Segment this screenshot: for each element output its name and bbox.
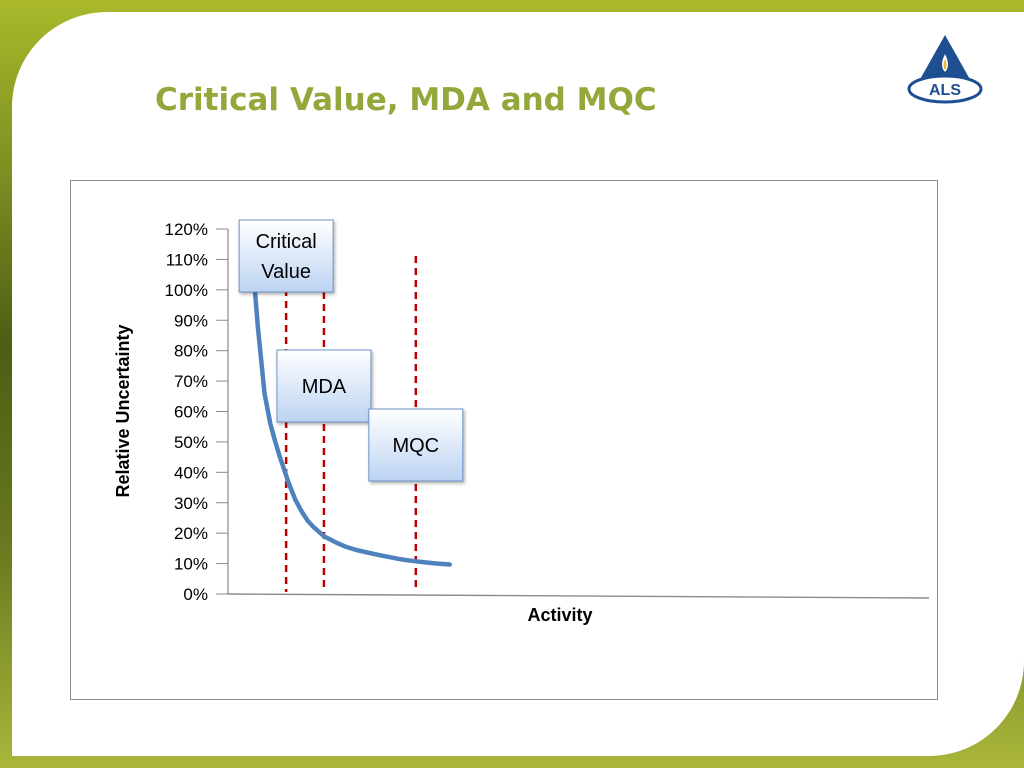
marker-label: MDA [302,376,347,398]
svg-text:ALS: ALS [929,82,961,99]
y-tick-label: 10% [174,555,208,574]
uncertainty-chart: Relative Uncertainty Activity 0% 10% 20% 30… [113,219,930,625]
y-tick-label: 50% [174,433,208,452]
marker-label: Value [261,261,311,283]
x-axis-line [227,593,930,599]
als-logo-icon: ALS [907,35,983,104]
y-tick-label: 30% [174,494,208,513]
marker-label: MQC [392,435,439,457]
marker-label: Critical [256,231,317,253]
y-tick-label: 70% [174,372,208,391]
y-tick-label: 20% [174,524,208,543]
marker-box-mqc: MQC [368,408,464,482]
marker-box-mda: MDA [276,349,372,423]
chart-frame: Relative Uncertainty Activity 0% 10% 20% 30… [70,180,938,700]
y-tick-label: 60% [174,403,208,422]
slide-title: Critical Value, MDA and MQC [155,82,657,118]
y-tick-label: 40% [174,463,208,482]
y-tick-label: 120% [165,220,208,239]
marker-box-critical-value: Critical Value [238,219,334,293]
y-tick-label: 110% [166,250,208,269]
y-axis-label: Relative Uncertainty [113,324,133,497]
y-tick-label: 80% [174,342,208,361]
y-tick-label: 100% [165,281,208,300]
uncertainty-curve [250,263,452,567]
y-tick-label: 90% [174,311,208,330]
y-tick-label: 0% [183,585,208,604]
x-axis-label: Activity [527,605,592,625]
